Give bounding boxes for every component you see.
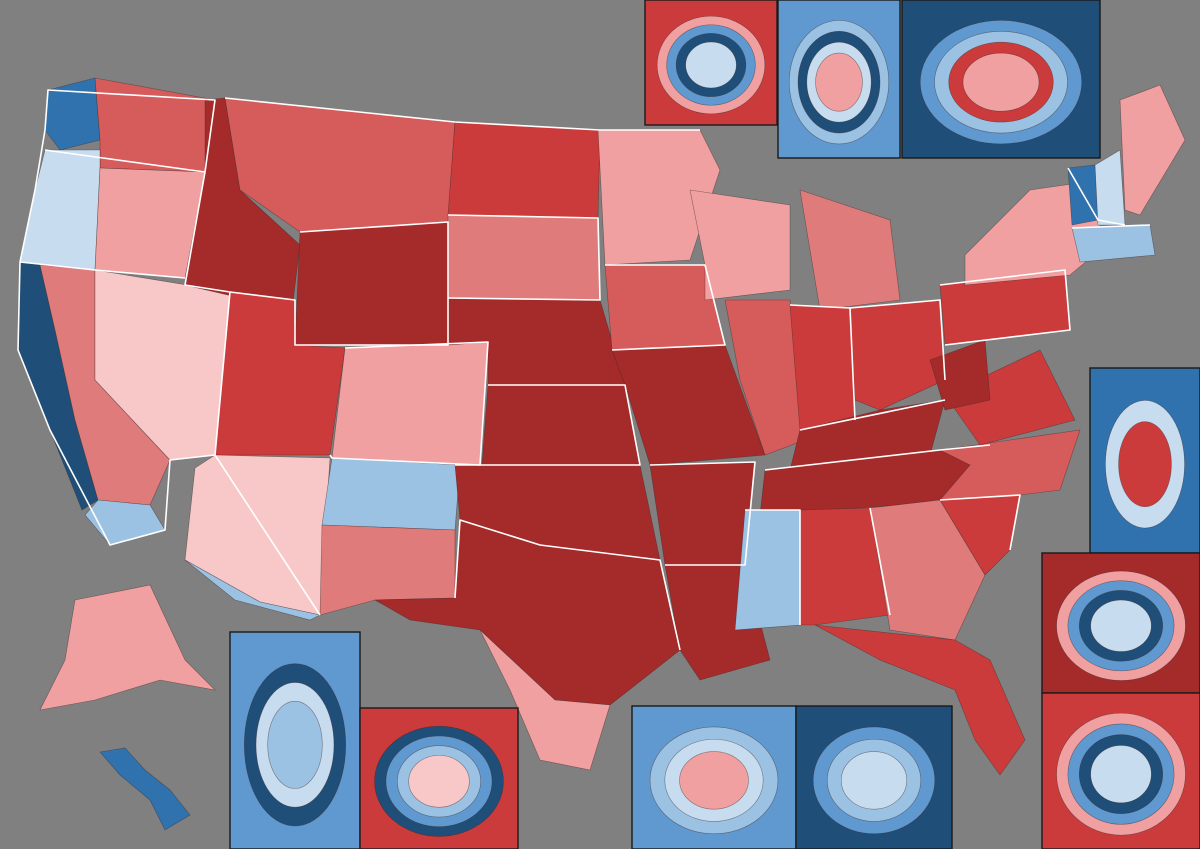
region-IL <box>724 299 806 456</box>
inset-charlotte <box>1041 552 1200 694</box>
region-IN <box>789 304 856 431</box>
region-GA <box>869 499 986 641</box>
region-MS <box>734 509 801 631</box>
region-WY <box>294 221 449 346</box>
region-FL <box>814 624 1026 776</box>
inset-chicago <box>777 0 901 159</box>
inset-district <box>1118 421 1172 508</box>
inset-seattle <box>229 631 361 849</box>
inset-district <box>685 41 737 89</box>
region-MI <box>799 189 901 311</box>
state-borders <box>17 89 1151 651</box>
region-CO <box>331 341 489 466</box>
region-AR <box>649 461 756 566</box>
inset-los-angeles <box>631 705 797 849</box>
region-AZ-south <box>184 559 321 621</box>
region-ND <box>447 121 601 219</box>
region-KS <box>481 384 641 466</box>
inset-district <box>267 700 323 789</box>
inset-florida-south <box>1089 367 1200 554</box>
inset-district <box>840 751 908 810</box>
region-HI <box>99 747 191 831</box>
inset-raleigh <box>1041 692 1200 849</box>
region-WV <box>929 339 991 411</box>
inset-district <box>1090 599 1152 652</box>
region-MA <box>1071 224 1156 263</box>
region-ME <box>1119 84 1186 216</box>
region-TX-south <box>479 629 611 771</box>
region-WI <box>689 189 791 301</box>
inset-bay-area <box>795 705 953 849</box>
inset-district <box>815 52 863 112</box>
region-AK <box>39 584 216 711</box>
inset-new-york <box>901 0 1101 159</box>
region-VA <box>944 349 1076 446</box>
inset-district <box>408 755 470 808</box>
region-SD <box>447 214 601 301</box>
district-regions <box>17 77 1186 831</box>
inset-district <box>1090 745 1152 804</box>
map-insets <box>229 0 1200 849</box>
inset-atlanta <box>644 0 778 126</box>
region-WA-west <box>44 77 101 151</box>
region-KY <box>789 399 946 471</box>
inset-district <box>962 52 1040 112</box>
inset-district <box>679 751 749 810</box>
inset-houston <box>359 707 519 849</box>
region-NM-north <box>321 457 461 531</box>
